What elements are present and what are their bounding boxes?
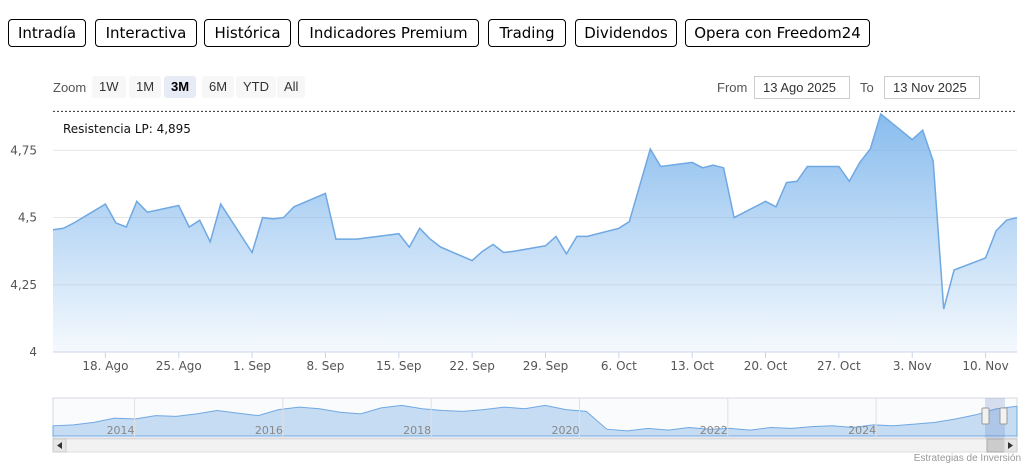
navigator-year-label: 2022 — [700, 424, 728, 437]
navigator[interactable]: 2014 2016 2018 2020 2022 2024 — [52, 397, 1018, 439]
x-tick-label: 22. Sep — [449, 359, 495, 373]
navigator-series — [52, 404, 1018, 437]
navigator-year-label: 2016 — [255, 424, 283, 437]
x-tick-label: 20. Oct — [744, 359, 788, 373]
navigator-year-label: 2020 — [551, 424, 579, 437]
zoom-all-button[interactable]: All — [277, 76, 306, 98]
zoom-label: Zoom — [53, 80, 87, 95]
price-line — [52, 112, 1018, 310]
tab-dividendos[interactable]: Dividendos — [575, 19, 677, 47]
x-tick-label: 13. Oct — [670, 359, 714, 373]
scroll-right-icon — [1008, 442, 1013, 449]
zoom-1m-button[interactable]: 1M — [129, 76, 162, 98]
tab-intradia[interactable]: Intradía — [8, 19, 86, 47]
zoom-6m-button[interactable]: 6M — [202, 76, 235, 98]
x-tick-label: 6. Oct — [601, 359, 637, 373]
navigator-handle-left[interactable] — [981, 407, 990, 425]
zoom-1w-button[interactable]: 1W — [92, 76, 126, 98]
from-label: From — [717, 80, 748, 95]
to-label: To — [860, 80, 874, 95]
y-tick-label: 4,5 — [18, 211, 37, 225]
tab-interactiva[interactable]: Interactiva — [95, 19, 197, 47]
y-tick-label: 4,25 — [10, 278, 37, 292]
zoom-ytd-button[interactable]: YTD — [236, 76, 276, 98]
x-tick-label: 29. Sep — [523, 359, 569, 373]
x-tick-label: 8. Sep — [306, 359, 344, 373]
price-area — [53, 114, 1017, 352]
zoom-3m-button[interactable]: 3M — [164, 76, 197, 98]
y-tick-label: 4 — [29, 345, 37, 359]
tab-trading[interactable]: Trading — [488, 19, 566, 47]
tab-freedom24[interactable]: Opera con Freedom24 — [685, 19, 870, 47]
x-tick-label: 3. Nov — [893, 359, 932, 373]
scrollbar-thumb[interactable] — [986, 438, 1005, 453]
navigator-year-label: 2024 — [848, 424, 876, 437]
tab-indicadores-premium[interactable]: Indicadores Premium — [298, 19, 479, 47]
scroll-left-icon — [57, 442, 62, 449]
tab-historica[interactable]: Histórica — [204, 19, 291, 47]
x-tick-label: 25. Ago — [156, 359, 202, 373]
x-tick-label: 10. Nov — [962, 359, 1008, 373]
to-date-input[interactable]: 13 Nov 2025 — [884, 76, 980, 99]
x-tick-label: 15. Sep — [376, 359, 422, 373]
navigator-year-label: 2014 — [107, 424, 135, 437]
from-date-input[interactable]: 13 Ago 2025 — [754, 76, 850, 99]
chart-credit[interactable]: Estrategias de Inversión — [913, 453, 1021, 464]
x-tick-label: 27. Oct — [817, 359, 861, 373]
navigator-handle-right[interactable] — [999, 407, 1008, 425]
x-tick-label: 18. Ago — [82, 359, 128, 373]
navigator-year-label: 2018 — [403, 424, 431, 437]
y-tick-label: 4,75 — [10, 143, 37, 157]
x-tick-label: 1. Sep — [233, 359, 271, 373]
scrollbar[interactable] — [52, 438, 1018, 453]
resistance-label: Resistencia LP: 4,895 — [63, 122, 191, 136]
